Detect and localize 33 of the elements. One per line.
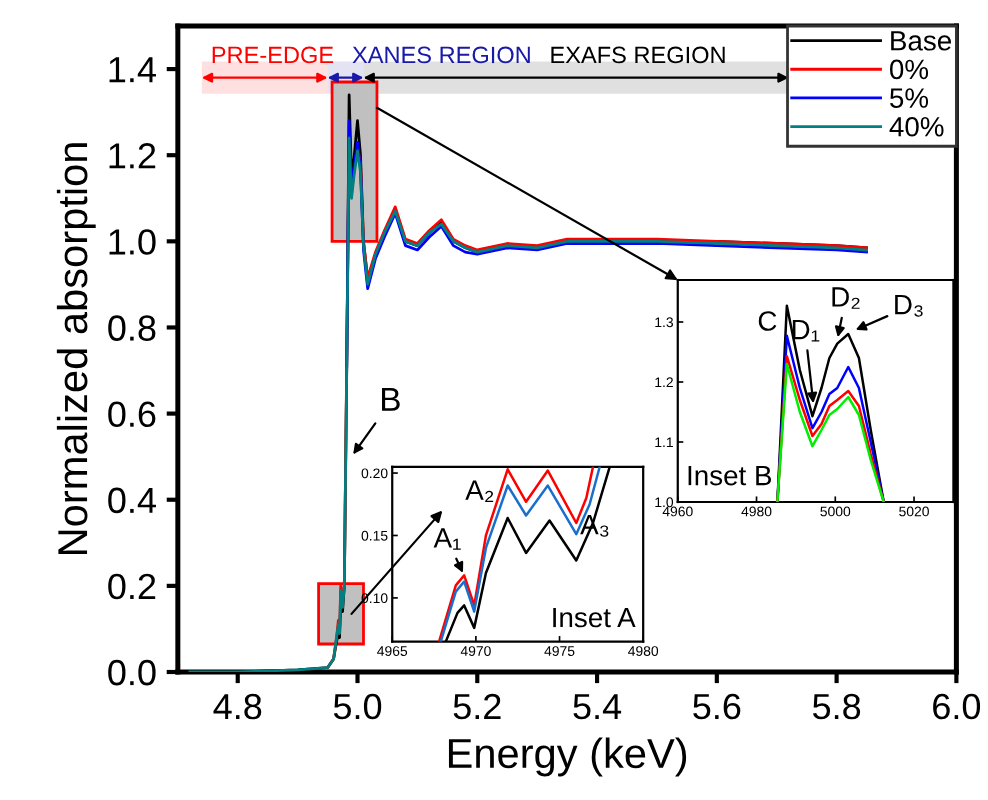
annotation: Inset A bbox=[553, 607, 636, 628]
y-tick-label: 0.6 bbox=[108, 401, 156, 428]
y-tick-label: 0.2 bbox=[108, 573, 156, 600]
annotation: C bbox=[758, 311, 777, 331]
x-tick-label: 5.2 bbox=[453, 693, 501, 720]
x-tick-label: 5.8 bbox=[812, 693, 861, 720]
y-tick-label: 1.0 bbox=[109, 229, 156, 255]
y-tick-label: 1.2 bbox=[109, 143, 156, 169]
x-tick-label: 4.8 bbox=[213, 693, 262, 720]
y-tick-label: 0.4 bbox=[108, 487, 156, 514]
annotation: B bbox=[382, 387, 400, 411]
annotation: A₂ bbox=[465, 480, 494, 503]
legend-label: 0% bbox=[889, 59, 929, 80]
x-tick-label: 5.6 bbox=[693, 693, 741, 720]
legend-label: 5% bbox=[890, 88, 929, 108]
x-tick-label: 5.4 bbox=[573, 694, 622, 720]
annotation: A₁ bbox=[433, 528, 461, 550]
band-label: XANES REGION bbox=[352, 46, 530, 64]
y-tick-label: 1.4 bbox=[109, 57, 156, 83]
x-tick-label: 5.0 bbox=[333, 693, 382, 720]
annotation: D₁ bbox=[792, 320, 820, 342]
y-axis-title: Normalized absorption bbox=[56, 143, 96, 554]
legend-label: Base bbox=[891, 31, 951, 51]
annotation: D₂ bbox=[832, 287, 860, 309]
x-axis-title: Energy (keV) bbox=[448, 737, 687, 777]
y-tick-label: 0.8 bbox=[108, 315, 156, 341]
annotation: Inset B bbox=[688, 466, 772, 486]
band-label: PRE-EDGE bbox=[212, 46, 334, 64]
annotation: D₃ bbox=[895, 295, 923, 317]
legend-label: 40% bbox=[889, 116, 944, 137]
y-tick-label: 0.0 bbox=[108, 659, 156, 686]
x-tick-label: 6.0 bbox=[933, 693, 981, 720]
band-label: EXAFS REGION bbox=[551, 46, 725, 64]
